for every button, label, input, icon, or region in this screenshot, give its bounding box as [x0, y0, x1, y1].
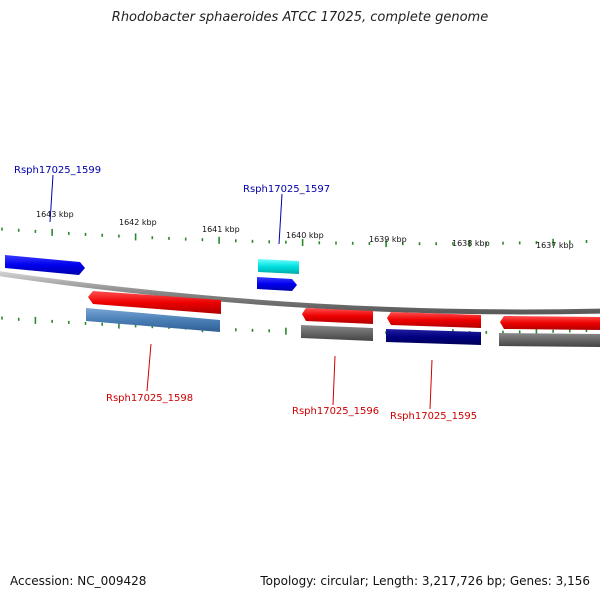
gene-feature-rsph17025-1598[interactable]	[86, 308, 220, 332]
gene-arrow-next[interactable]	[500, 316, 600, 330]
gene-label-rsph17025-1597[interactable]: Rsph17025_1597	[243, 184, 330, 195]
tick-label: 1642 kbp	[119, 218, 157, 227]
tick-label: 1637 kbp	[536, 241, 574, 250]
gene-label-rsph17025-1598[interactable]: Rsph17025_1598	[106, 393, 193, 404]
tick-label: 1638 kbp	[452, 239, 490, 248]
gene-label-rsph17025-1596[interactable]: Rsph17025_1596	[292, 406, 379, 417]
ruler-ticks-outer	[1, 227, 588, 248]
gene-label-rsph17025-1599[interactable]: Rsph17025_1599	[14, 165, 101, 176]
gene-arrow-rsph17025-1598[interactable]	[88, 291, 221, 314]
label-connector	[429, 359, 433, 410]
genome-stats-text: Topology: circular; Length: 3,217,726 bp…	[260, 574, 590, 588]
tick-label: 1639 kbp	[369, 235, 407, 244]
gene-arrow-rsph17025-1597[interactable]	[257, 277, 297, 291]
gene-feature-rsph17025-1595[interactable]	[386, 329, 481, 345]
tick-label: 1643 kbp	[36, 210, 74, 219]
map-title: Rhodobacter sphaeroides ATCC 17025, comp…	[111, 10, 489, 25]
tick-label: 1641 kbp	[202, 225, 240, 234]
gene-feature-rsph17025-1596[interactable]	[301, 325, 373, 341]
gene-arrow-rsph17025-1595[interactable]	[387, 312, 481, 328]
gene-feature-rsph17025-1597[interactable]	[258, 259, 299, 274]
gene-label-rsph17025-1595[interactable]: Rsph17025_1595	[390, 411, 477, 422]
label-connector	[332, 355, 336, 406]
genome-backbone	[0, 271, 600, 315]
accession-text: Accession: NC_009428	[10, 574, 147, 588]
label-connector	[49, 174, 54, 223]
gene-arrow-rsph17025-1599[interactable]	[5, 255, 85, 275]
gene-arrow-rsph17025-1596[interactable]	[302, 308, 373, 324]
label-connector	[146, 343, 152, 392]
label-connector	[278, 193, 283, 245]
gene-feature-next[interactable]	[499, 333, 600, 347]
tick-label: 1640 kbp	[286, 231, 324, 240]
